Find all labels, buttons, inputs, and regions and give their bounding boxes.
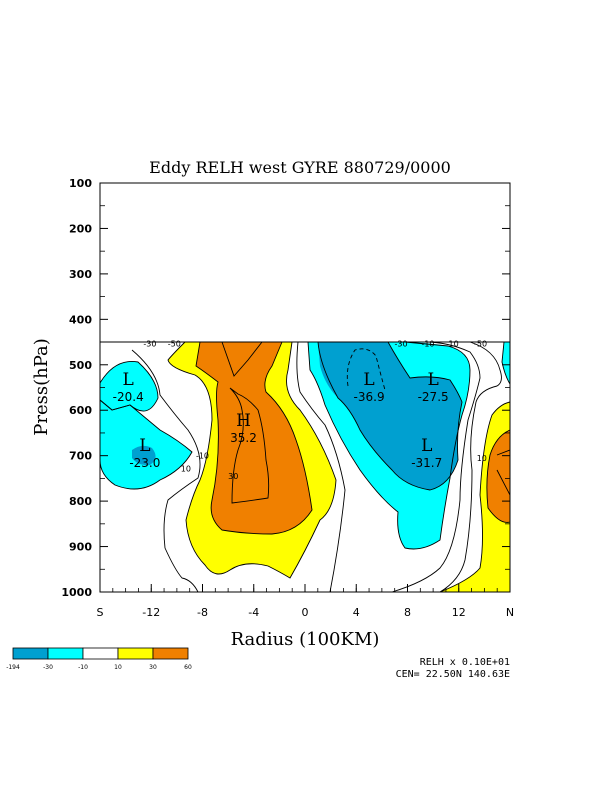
x-tick-label: N <box>506 606 514 619</box>
contour-line-label: -30 <box>143 339 156 348</box>
x-tick-label: -4 <box>248 606 259 619</box>
x-tick-label: S <box>97 606 104 619</box>
extremum-value: -31.7 <box>411 456 442 470</box>
x-tick-label: 12 <box>452 606 466 619</box>
colorbar-swatch <box>152 647 189 660</box>
contour-line-label: 10 <box>477 454 487 463</box>
extremum-letter: L <box>363 370 374 390</box>
contour-line-label: -50 <box>474 339 487 348</box>
x-tick-label: -12 <box>142 606 160 619</box>
colorbar-label: 60 <box>184 664 192 671</box>
colorbar-swatch <box>117 647 154 660</box>
y-tick-label: 1000 <box>61 586 92 599</box>
y-tick-label: 700 <box>69 450 92 463</box>
y-tick-label: 900 <box>69 541 92 554</box>
contour-line-label: -10 <box>196 452 209 461</box>
extremum-letter: H <box>236 411 251 431</box>
y-axis-title: Press(hPa) <box>31 338 52 436</box>
y-tick-label: 500 <box>69 359 92 372</box>
contour-line-label: -50 <box>168 339 181 348</box>
y-tick-label: 200 <box>69 222 92 235</box>
axes: S -12 -8 -4 0 4 8 12 N 100 200 300 400 500 600 700 800 90… <box>61 177 514 619</box>
x-axis-title: Radius (100KM) <box>231 629 380 650</box>
contour-lines <box>99 341 511 593</box>
colorbar-label: 30 <box>149 664 157 671</box>
extremum-value: -20.4 <box>113 390 144 404</box>
colorbar-label: 10 <box>114 664 122 671</box>
y-tick-label: 100 <box>69 177 92 190</box>
contour-line-label: -30 <box>395 339 408 348</box>
x-tick-label: 4 <box>353 606 360 619</box>
extremum-letter: L <box>421 436 432 456</box>
extremum-value: -23.0 <box>129 456 160 470</box>
y-tick-label: 800 <box>69 495 92 508</box>
contour-line-label: -10 <box>421 339 434 348</box>
y-tick-label: 600 <box>69 404 92 417</box>
contour-line-label: 30 <box>228 472 238 481</box>
colorbar-label: -30 <box>43 664 53 671</box>
y-tick-label: 300 <box>69 268 92 281</box>
extremum-letter: L <box>427 370 438 390</box>
footer-scale: RELH x 0.10E+01 <box>420 657 510 668</box>
extremum-value: 35.2 <box>230 431 257 445</box>
colorbar-swatch <box>12 647 49 660</box>
y-tick-label: 400 <box>69 313 92 326</box>
extremum-value: -36.9 <box>354 390 385 404</box>
colorbar-swatch <box>82 647 119 660</box>
colorbar-label: -194 <box>6 664 20 671</box>
footer-center: CEN= 22.50N 140.63E <box>396 669 510 680</box>
x-tick-label: -8 <box>197 606 208 619</box>
extremum-letter: L <box>139 436 150 456</box>
contour-line-label: 10 <box>181 464 191 473</box>
x-tick-label: 8 <box>404 606 411 619</box>
extremum-letter: L <box>123 370 134 390</box>
chart-title: Eddy RELH west GYRE 880729/0000 <box>149 158 451 177</box>
contour-annotations: -30 -50 -30 -10 10 -5010-103010L-20.4L-23.0H3… <box>113 339 487 481</box>
extremum-value: -27.5 <box>418 390 449 404</box>
x-tick-label: 0 <box>302 606 309 619</box>
contour-line-label: 10 <box>449 339 459 348</box>
colorbar-swatch <box>47 647 84 660</box>
colorbar: -194 -30 -10 10 30 60 <box>6 647 192 671</box>
colorbar-label: -10 <box>78 664 88 671</box>
